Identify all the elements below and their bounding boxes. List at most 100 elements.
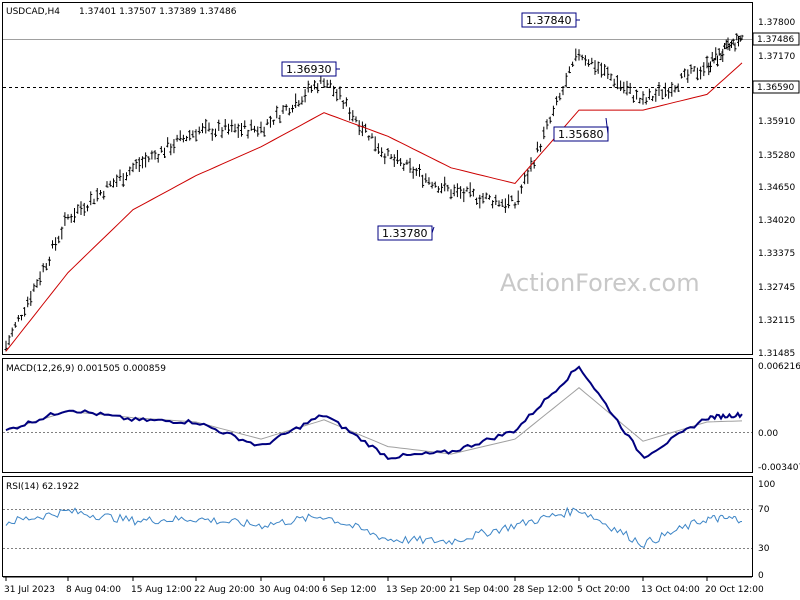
price-bar <box>631 95 635 103</box>
price-bar <box>105 181 109 188</box>
price-bar <box>137 157 141 172</box>
x-tick-label: 31 Jul 2023 <box>4 585 55 595</box>
price-bar <box>253 125 256 133</box>
price-bar <box>574 48 578 62</box>
price-bar <box>214 128 217 138</box>
price-bar <box>395 149 399 165</box>
price-bar <box>667 87 671 99</box>
price-bar <box>625 80 629 96</box>
price-bar <box>689 64 693 74</box>
price-bar <box>259 121 263 134</box>
annotation-text: 1.33780 <box>382 227 428 240</box>
rsi-tick-label: 100 <box>758 480 775 490</box>
price-bar <box>89 191 93 206</box>
macd-tick-label: -0.003407 <box>758 463 800 473</box>
price-bar <box>66 214 70 220</box>
price-bar <box>272 119 276 125</box>
price-bar <box>169 143 173 156</box>
price-bar <box>551 105 555 117</box>
price-bar <box>526 169 530 184</box>
price-bar <box>210 128 214 141</box>
price-bar <box>548 116 552 124</box>
price-bar <box>580 54 584 61</box>
level-box <box>752 80 800 94</box>
macd-panel-frame <box>2 358 753 473</box>
price-bar <box>673 85 677 93</box>
x-tick-label: 22 Aug 20:00 <box>194 585 255 595</box>
price-bar <box>535 141 539 153</box>
price-bar <box>275 105 279 119</box>
price-bar <box>32 283 36 292</box>
price-bar <box>367 135 371 141</box>
price-bar <box>567 66 571 74</box>
price-bar <box>159 146 163 153</box>
price-bar <box>641 91 645 105</box>
price-bar <box>638 97 642 104</box>
price-bar <box>4 340 8 352</box>
price-bar <box>207 122 211 132</box>
price-bar <box>679 73 683 79</box>
price-bar <box>175 134 179 142</box>
macd-line <box>5 365 743 460</box>
price-bar <box>484 192 488 200</box>
price-bar <box>316 83 320 94</box>
price-bar <box>51 240 54 249</box>
moving-average-line <box>5 62 743 352</box>
price-bar <box>596 61 600 74</box>
x-tick-label: 6 Sep 12:00 <box>322 585 377 595</box>
price-bar <box>54 237 58 251</box>
price-bar <box>92 198 96 205</box>
price-bar <box>57 235 61 244</box>
price-bar <box>79 201 83 216</box>
price-bar <box>10 327 14 337</box>
price-bar <box>738 35 742 42</box>
price-bar <box>328 79 332 89</box>
price-bar <box>297 100 301 107</box>
x-tick-label: 5 Oct 20:00 <box>577 585 630 595</box>
rsi-title: RSI(14) 62.1922 <box>6 482 79 492</box>
price-bar <box>555 96 559 106</box>
price-bar <box>69 213 73 223</box>
price-tick-label: 1.31485 <box>758 349 795 359</box>
price-bar <box>322 78 326 89</box>
price-bar <box>294 93 298 109</box>
price-tick-label: 1.37800 <box>758 18 795 28</box>
price-bar <box>695 67 699 81</box>
price-bar <box>134 159 138 170</box>
price-bar <box>240 122 243 137</box>
price-bar <box>712 58 716 64</box>
price-bar <box>16 314 20 322</box>
price-bar <box>561 86 565 96</box>
price-bar <box>513 202 517 209</box>
price-bar <box>424 173 428 183</box>
price-bar <box>140 156 144 169</box>
price-bar <box>651 95 655 102</box>
price-bar <box>635 89 639 100</box>
price-bar <box>313 80 317 90</box>
price-bar <box>402 163 406 171</box>
price-bar <box>436 186 440 193</box>
price-bar <box>23 307 27 317</box>
price-bar <box>181 134 185 143</box>
price-bar <box>676 83 680 92</box>
price-bar <box>663 82 667 98</box>
price-bar <box>35 279 39 288</box>
price-bar <box>246 129 250 139</box>
level-label: 1.36590 <box>757 83 794 93</box>
price-bar <box>606 66 610 79</box>
price-bar <box>399 158 403 167</box>
price-bar <box>291 104 294 113</box>
price-bar <box>166 137 170 148</box>
price-bar <box>306 80 310 93</box>
rsi-tick-label: 70 <box>758 505 770 515</box>
price-bar <box>156 153 160 163</box>
price-bar <box>268 115 272 128</box>
rsi-panel-frame <box>2 476 753 577</box>
price-bar <box>386 148 390 157</box>
price-bar <box>76 204 80 214</box>
price-bar <box>507 194 511 209</box>
price-bar <box>341 100 345 109</box>
price-bar <box>730 40 733 48</box>
price-bar <box>500 199 504 207</box>
price-bar <box>590 57 594 65</box>
